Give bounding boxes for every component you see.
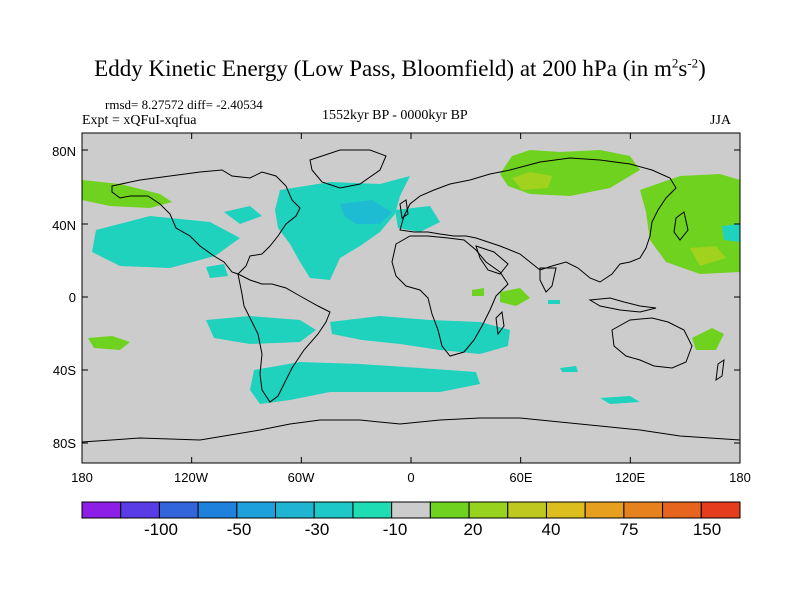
colorbar-label: 20 <box>463 520 483 539</box>
anomaly-patch <box>340 200 392 224</box>
coastline-indonesia <box>588 297 657 313</box>
colorbar-label: -30 <box>304 520 330 539</box>
anomaly-patch <box>692 328 724 350</box>
lat-tick: 40S <box>52 363 76 378</box>
anomaly-patch <box>88 336 130 350</box>
colorbar-swatch <box>507 501 547 519</box>
anomaly-patch <box>275 176 410 280</box>
lon-tick: 180 <box>729 470 751 485</box>
lon-tick: 180 <box>71 470 93 485</box>
stats-label: rmsd= 8.27572 diff= -2.40534 <box>105 97 263 112</box>
season-label: JJA <box>710 113 732 128</box>
colorbar-label: 40 <box>541 520 561 539</box>
colorbar-swatch <box>158 501 199 519</box>
colorbar-swatch <box>700 501 741 519</box>
lon-tick: 60W <box>287 470 315 485</box>
colorbar-swatch <box>197 501 238 519</box>
coastline-india <box>539 267 557 293</box>
anomaly-patch <box>330 316 510 354</box>
coastline-north-america <box>111 169 301 275</box>
colorbar-label: -100 <box>143 520 179 539</box>
coastline-japan <box>673 211 689 241</box>
colorbar-swatch <box>391 501 431 519</box>
anomaly-patch <box>82 180 172 208</box>
anomaly-patch <box>224 206 262 224</box>
anomaly-patch <box>472 288 484 296</box>
colorbar-swatch <box>313 501 354 519</box>
coastline-arabia <box>475 245 509 275</box>
anomaly-patch <box>92 216 240 268</box>
colorbar-label: 150 <box>692 520 722 539</box>
colorbar-label: -10 <box>382 520 408 539</box>
lon-tick: 120W <box>174 470 208 485</box>
coastlines <box>82 149 740 443</box>
map-background <box>82 133 740 463</box>
anomaly-patch <box>722 224 740 242</box>
colorbar-swatch <box>81 501 122 519</box>
lon-tick: 120E <box>614 470 646 485</box>
anomaly-patch <box>690 246 726 266</box>
lon-tick: 60E <box>509 470 533 485</box>
colorbar-swatch <box>545 501 586 519</box>
colorbar-swatch <box>352 501 393 519</box>
anomaly-patch <box>512 172 552 190</box>
anomaly-patch <box>500 288 530 306</box>
lat-tick: 0 <box>68 290 76 305</box>
coastline-new-zealand <box>715 358 725 382</box>
colorbar-label: 75 <box>619 520 639 539</box>
colorbar-swatch <box>120 501 160 519</box>
coastline-antarctica <box>82 417 740 443</box>
coastline-uk <box>399 199 409 219</box>
period-label: 1552kyr BP - 0000kyr BP <box>322 108 468 123</box>
lat-tick: 80N <box>52 144 76 159</box>
anomaly-patch <box>250 362 480 404</box>
colorbar-swatch <box>275 501 315 519</box>
experiment-label: Expt = xQFuI-xqfua <box>82 113 197 128</box>
anomaly-patch <box>206 316 316 344</box>
colorbar-swatch <box>236 501 277 519</box>
coastline-africa <box>391 235 509 357</box>
colorbar-swatch <box>584 501 625 519</box>
axis-ticks <box>81 133 741 463</box>
colorbar-swatch <box>662 501 702 519</box>
anomaly-patches <box>82 150 740 404</box>
colorbar-label: -50 <box>226 520 252 539</box>
coastline-madagascar <box>495 310 505 336</box>
lat-tick: 80S <box>52 436 76 451</box>
anomaly-patch <box>600 396 640 404</box>
colorbar-swatch <box>429 501 470 519</box>
colorbar-swatch <box>623 501 664 519</box>
anomaly-patch <box>560 366 578 372</box>
colorbar-swatch <box>468 501 509 519</box>
anomaly-patch <box>206 264 228 278</box>
lon-tick: 0 <box>407 470 415 485</box>
coastline-eurasia <box>399 157 677 283</box>
coastline-south-america <box>237 273 331 403</box>
coastline-australia <box>611 317 693 369</box>
anomaly-patch <box>548 300 560 304</box>
coastline-greenland <box>309 149 387 189</box>
chart-title: Eddy Kinetic Energy (Low Pass, Bloomfiel… <box>94 55 706 81</box>
lat-tick: 40N <box>52 218 76 233</box>
